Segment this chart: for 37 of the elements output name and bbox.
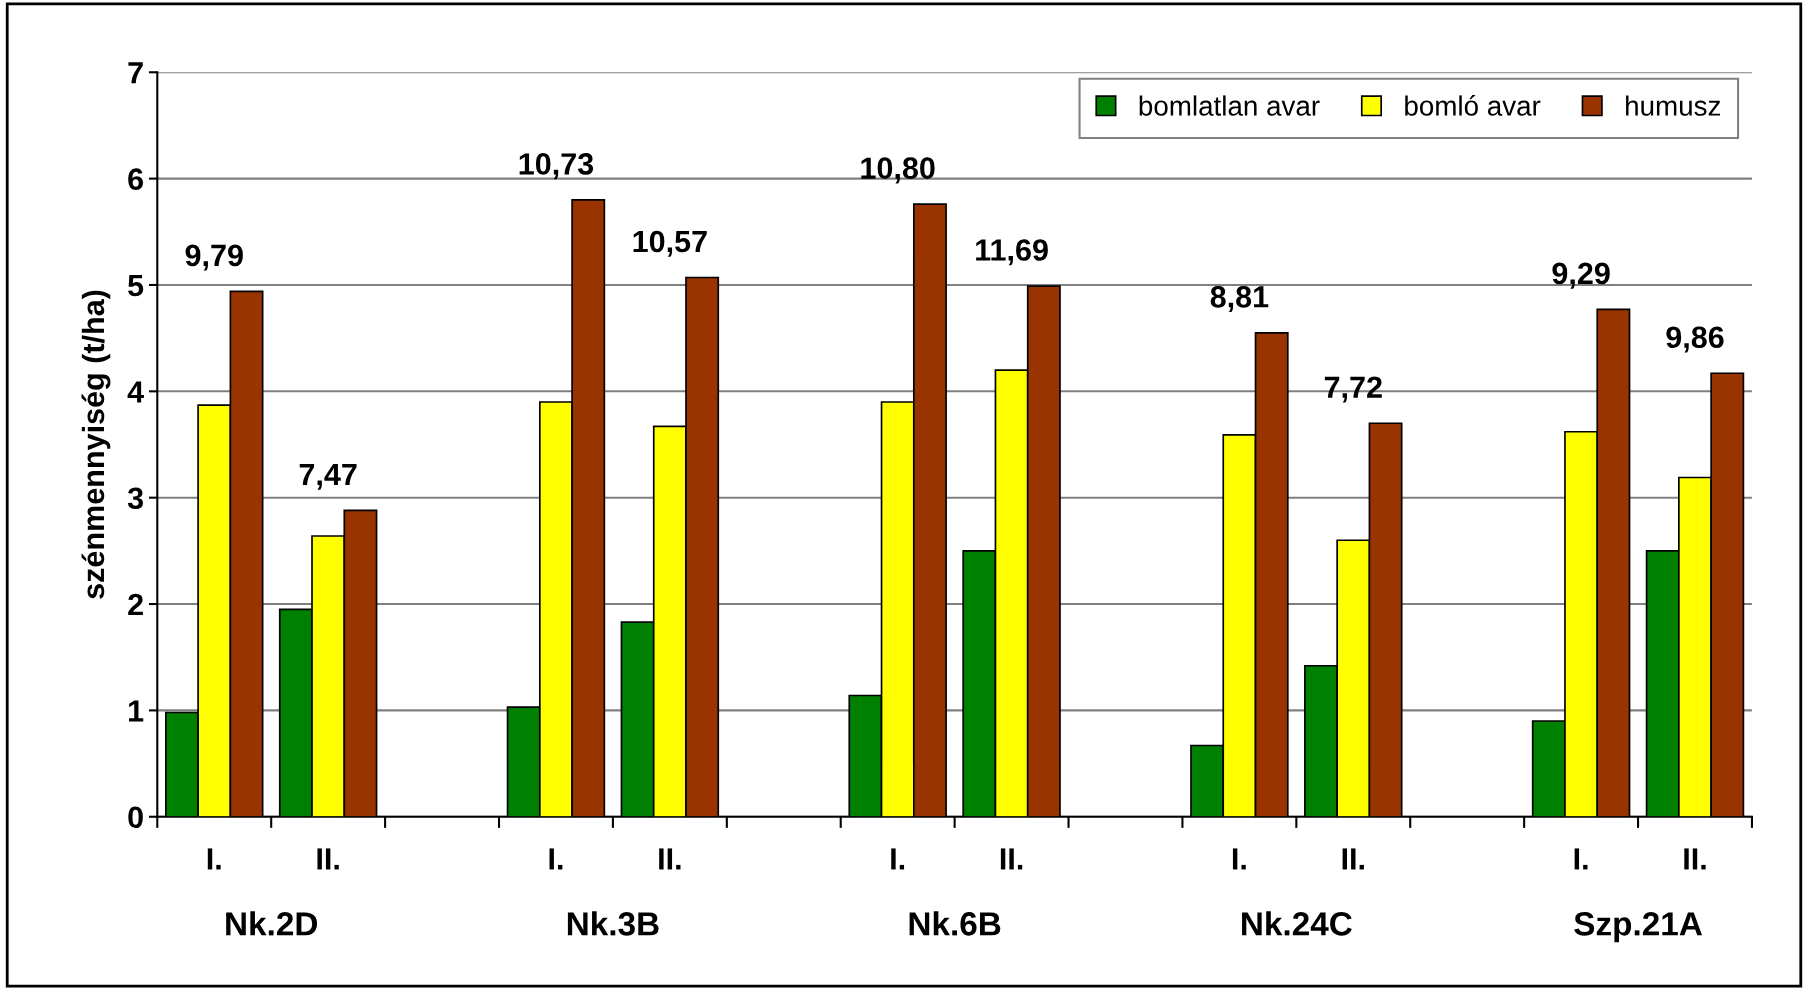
x-tick-label: I. [549, 848, 563, 870]
x-tick-label: I. [207, 848, 221, 870]
text: Nk.3B [567, 911, 659, 936]
x-tick-label: I. [891, 848, 905, 870]
x-tick-label: II. [1342, 848, 1364, 870]
y-tick-label: 2 [128, 593, 143, 616]
total-label: 10,57 [633, 230, 707, 257]
text: Szp.21A [1574, 912, 1703, 943]
legend-label: humusz [1626, 95, 1721, 116]
y-tick-label: 4 [127, 381, 144, 403]
total-label: 9,79 [185, 244, 243, 271]
y-tick-label: 6 [128, 168, 143, 190]
x-tick-label: II. [1684, 848, 1706, 870]
total-label: 9,86 [1666, 326, 1724, 353]
total-label: 8,81 [1210, 286, 1269, 313]
text: Nk.6B [909, 911, 1001, 936]
x-tick-label: I. [1232, 848, 1246, 870]
total-label: 7,72 [1324, 376, 1382, 403]
total-label: 11,69 [976, 239, 1048, 266]
total-label: 7,47 [299, 463, 357, 490]
total-label: 10,73 [519, 153, 594, 180]
y-axis-title: szénmennyiség (t/ha) [81, 290, 111, 599]
y-tick-label: 7 [128, 62, 143, 84]
x-tick-label: II. [659, 848, 681, 870]
text: Nk.24C [1242, 911, 1352, 936]
x-tick-label: II. [317, 848, 339, 870]
x-tick-label: I. [1574, 848, 1588, 870]
total-label: 10,80 [861, 157, 935, 184]
legend-label: bomló avar [1405, 95, 1541, 116]
y-tick-label: 0 [128, 806, 143, 829]
total-label: 9,29 [1552, 262, 1610, 289]
legend-label: bomlatlan avar [1139, 95, 1320, 116]
y-tick-label: 3 [127, 487, 143, 510]
y-tick-label: 1 [129, 700, 144, 722]
y-tick-label: 5 [128, 275, 144, 297]
x-tick-label: II. [1000, 848, 1023, 870]
text: Nk.2D [226, 911, 318, 936]
